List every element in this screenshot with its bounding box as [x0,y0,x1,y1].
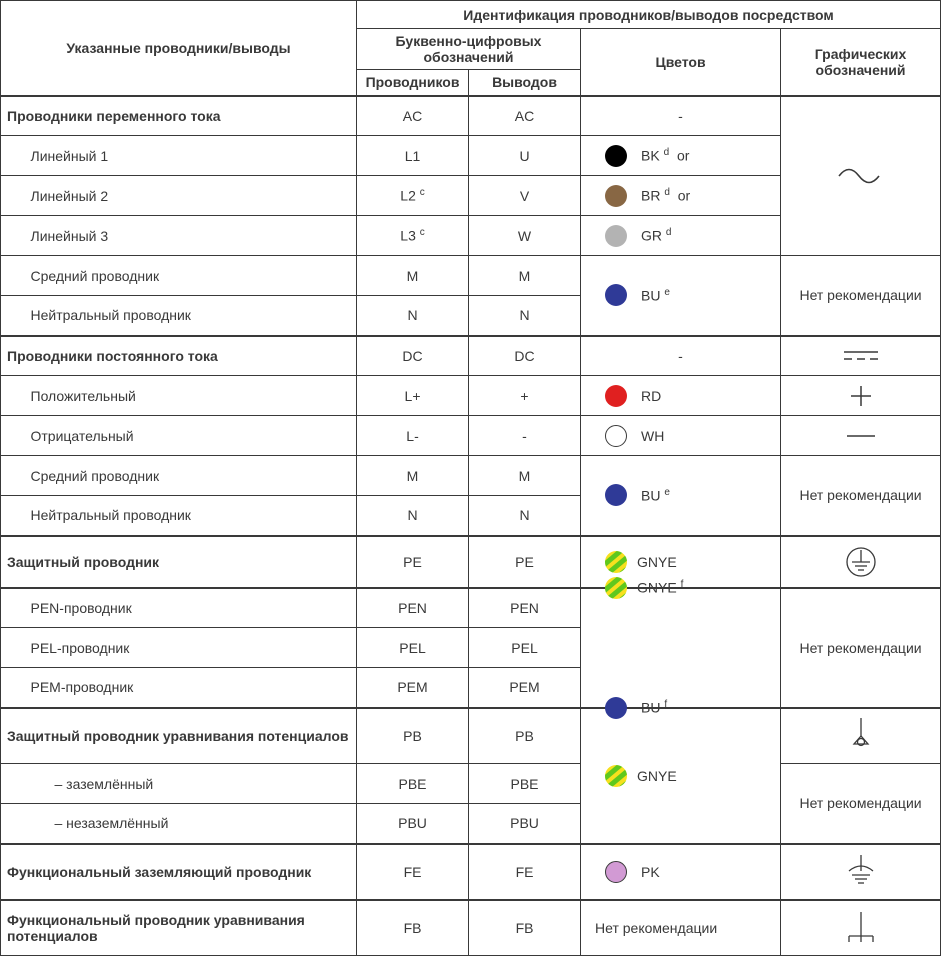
row-pe: Защитный проводник [1,536,357,588]
row-pel: PEL-проводник [25,628,357,668]
row-pbu: – незаземлённый [49,804,357,844]
cell-l2-cond: L2 c [357,176,469,216]
cell-minus-symbol [781,416,941,456]
circle-rd-icon [605,385,627,407]
plus-icon [846,381,876,411]
circle-pk-icon [605,861,627,883]
row-pen: PEN-проводник [25,588,357,628]
cell-pe-symbol [781,536,941,588]
circle-bk-icon [605,145,627,167]
row-pem: PEM-проводник [25,668,357,708]
dc-lines-icon [836,346,886,366]
cell-l3-term: W [469,216,581,256]
header-conductors: Проводников [357,70,469,96]
header-colors: Цветов [581,29,781,96]
circle-gnye-icon [605,577,627,599]
cell-pen-norec: Нет рекомендации [781,588,941,708]
minus-icon [841,426,881,446]
circle-bu-icon [605,697,627,719]
cell-l1-term: U [469,136,581,176]
cell-pen-color: GNYE f BU f [581,588,781,708]
cell-fb-symbol [781,900,941,956]
cell-fe-symbol [781,844,941,900]
row-fb: Функциональный проводник уравнивания пот… [1,900,357,956]
functional-bonding-icon [843,910,879,946]
cell-dc-symbol [781,336,941,376]
cell-ac-cond: AC [357,96,469,136]
row-pos: Положительный [25,376,357,416]
row-dc-neutral: Нейтральный проводник [25,496,357,536]
row-fe: Функциональный заземляющий проводник [1,844,357,900]
cell-dc-bu-color: BU e [581,456,781,536]
row-l1: Линейный 1 [25,136,357,176]
header-alpha: Буквенно-цифровых обозначений [357,29,581,70]
protective-earth-icon [843,544,879,580]
conductor-identification-table: Указанные проводники/выводы Идентификаци… [0,0,941,956]
header-graphics: Графических обозначений [781,29,941,96]
cell-pb-symbol [781,708,941,764]
cell-l3-color: GR d [581,216,781,256]
row-l3: Линейный 3 [25,216,357,256]
row-neg: Отрицательный [25,416,357,456]
row-dc-mid: Средний проводник [25,456,357,496]
row-ac-mid: Средний проводник [25,256,357,296]
cell-l3-cond: L3 c [357,216,469,256]
functional-earth-icon [843,853,879,891]
cell-dc-norec: Нет рекомендации [781,456,941,536]
cell-pb-color: GNYE [581,708,781,844]
circle-bu-icon [605,284,627,306]
circle-br-icon [605,185,627,207]
header-terminals: Выводов [469,70,581,96]
row-dc-header: Проводники постоянного тока [1,336,357,376]
circle-bu-icon [605,484,627,506]
circle-gnye-icon [605,765,627,787]
header-col1: Указанные проводники/выводы [1,1,357,96]
equipotential-icon [843,716,879,756]
cell-l1-color: BK d or [581,136,781,176]
cell-pb-norec: Нет рекомендации [781,764,941,844]
row-ac-header: Проводники переменного тока [1,96,357,136]
cell-ac-bu-color: BU e [581,256,781,336]
circle-gr-icon [605,225,627,247]
cell-l1-cond: L1 [357,136,469,176]
row-l2: Линейный 2 [25,176,357,216]
cell-ac-symbol [781,96,941,256]
cell-l2-color: BR d or [581,176,781,216]
cell-rd-color: RD [581,376,781,416]
circle-gnye-icon [605,551,627,573]
cell-l2-term: V [469,176,581,216]
cell-plus-symbol [781,376,941,416]
header-top: Идентификация проводников/выводов посред… [357,1,941,29]
cell-wh-color: WH [581,416,781,456]
circle-wh-icon [605,425,627,447]
row-pbe: – заземлённый [49,764,357,804]
cell-pk-color: PK [581,844,781,900]
cell-fb-norec: Нет рекомендации [581,900,781,956]
indent-cell [1,136,25,176]
sine-wave-icon [831,161,891,191]
cell-ac-norec: Нет рекомендации [781,256,941,336]
row-ac-neutral: Нейтральный проводник [25,296,357,336]
cell-ac-term: AC [469,96,581,136]
cell-ac-color: - [581,96,781,136]
row-pb: Защитный проводник уравнивания потенциал… [1,708,357,764]
